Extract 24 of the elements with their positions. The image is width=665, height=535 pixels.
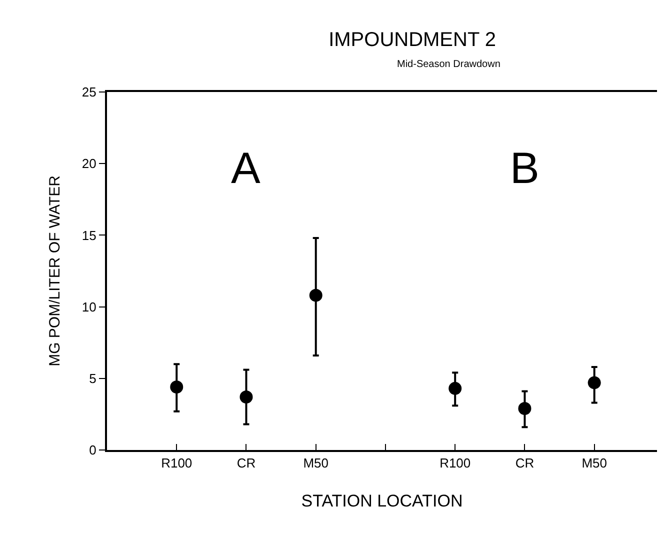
x-tick-label: M50 <box>303 456 329 471</box>
y-tick-label: 15 <box>82 228 96 243</box>
y-axis-title: MG POM/LITER OF WATER <box>46 175 64 366</box>
annotation: A <box>231 144 261 193</box>
chart-title: IMPOUNDMENT 2 <box>328 29 496 52</box>
x-tick-label: CR <box>515 456 534 471</box>
x-axis-title: STATION LOCATION <box>301 492 463 510</box>
x-tick-label: M50 <box>582 456 607 471</box>
y-tick-label: 5 <box>89 370 96 386</box>
point <box>518 402 532 415</box>
point <box>309 288 322 302</box>
x-tick-label: R100 <box>161 456 192 471</box>
y-tick-label: 0 <box>89 442 96 458</box>
chart-subtitle: Mid-Season Drawdown <box>397 59 500 70</box>
point <box>588 376 601 390</box>
point <box>170 380 184 394</box>
point <box>448 382 462 395</box>
point <box>240 390 253 404</box>
x-tick-label: CR <box>236 456 256 471</box>
x-tick-label: R100 <box>440 456 471 471</box>
y-tick-label: 25 <box>82 84 96 100</box>
y-tick-label: 20 <box>82 156 96 172</box>
y-tick-label: 10 <box>82 299 96 314</box>
annotation: B <box>510 144 540 193</box>
